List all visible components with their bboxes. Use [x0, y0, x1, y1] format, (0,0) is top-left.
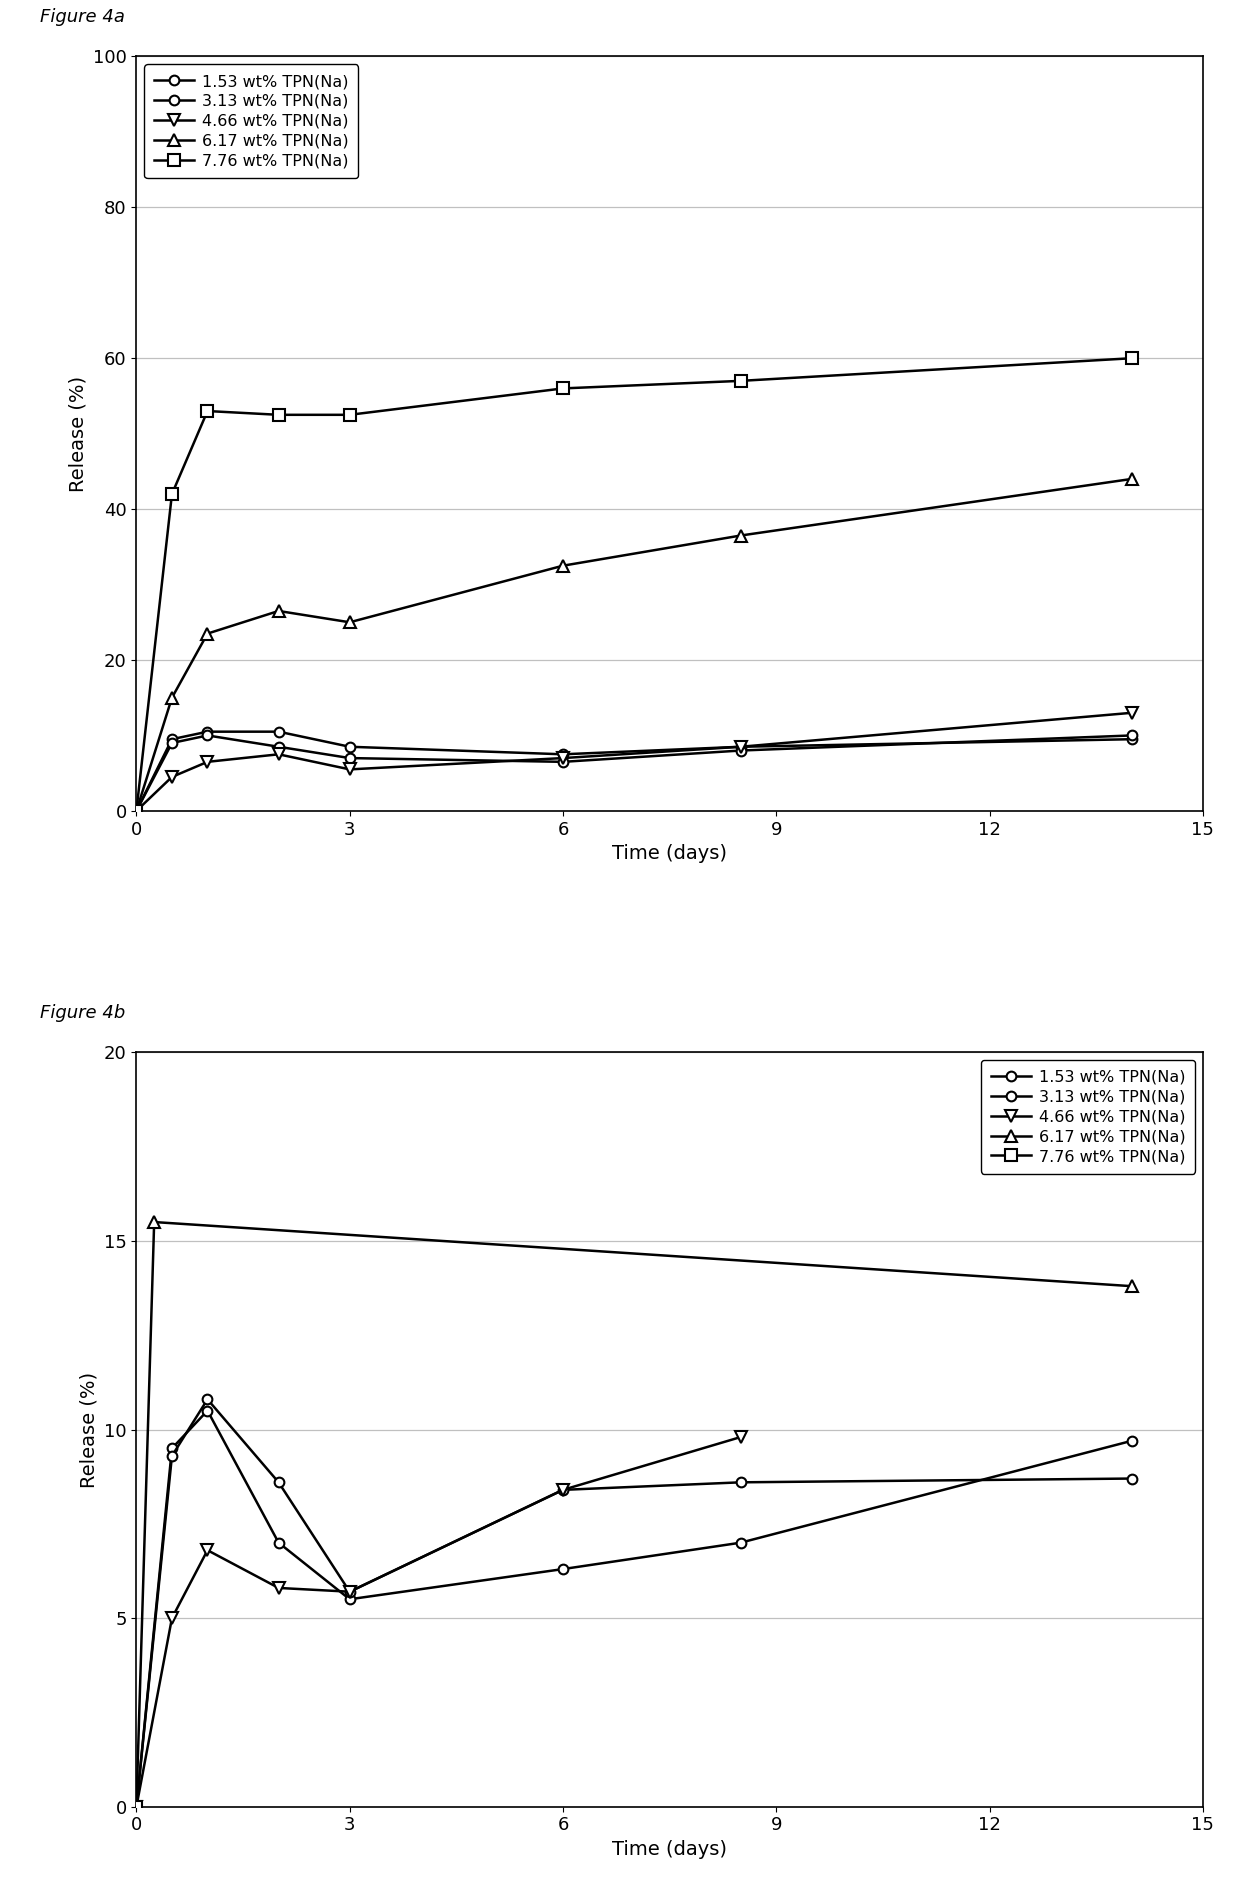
3.13 wt% TPN(Na) [129, 1795, 144, 1818]
7.76 wt% TPN(Na) [556, 376, 570, 399]
1.53 wt% TPN(Na) [200, 1400, 215, 1423]
3.13 wt% TPN(Na) [200, 1389, 215, 1412]
3.13 wt% TPN(Na) [556, 751, 570, 774]
4.66 wt% TPN(Na) [733, 736, 748, 758]
6.17 wt% TPN(Na) [733, 525, 748, 548]
Line: 4.66 wt% TPN(Na): 4.66 wt% TPN(Na) [131, 708, 1137, 817]
4.66 wt% TPN(Na) [342, 1581, 357, 1603]
Y-axis label: Release (%): Release (%) [68, 376, 87, 491]
4.66 wt% TPN(Na) [556, 1479, 570, 1502]
X-axis label: Time (days): Time (days) [613, 1841, 727, 1859]
1.53 wt% TPN(Na) [733, 736, 748, 758]
6.17 wt% TPN(Na) [272, 600, 286, 623]
7.76 wt% TPN(Na) [165, 484, 180, 506]
4.66 wt% TPN(Na) [272, 1577, 286, 1600]
3.13 wt% TPN(Na) [272, 1472, 286, 1494]
Text: Figure 4a: Figure 4a [41, 8, 125, 26]
4.66 wt% TPN(Na) [200, 751, 215, 774]
7.76 wt% TPN(Na) [342, 403, 357, 425]
1.53 wt% TPN(Na) [200, 721, 215, 743]
6.17 wt% TPN(Na) [1125, 1274, 1140, 1297]
4.66 wt% TPN(Na) [165, 766, 180, 789]
3.13 wt% TPN(Na) [200, 725, 215, 747]
4.66 wt% TPN(Na) [129, 1795, 144, 1818]
3.13 wt% TPN(Na) [556, 1479, 570, 1502]
Legend: 1.53 wt% TPN(Na), 3.13 wt% TPN(Na), 4.66 wt% TPN(Na), 6.17 wt% TPN(Na), 7.76 wt%: 1.53 wt% TPN(Na), 3.13 wt% TPN(Na), 4.66… [981, 1060, 1195, 1174]
7.76 wt% TPN(Na) [733, 369, 748, 391]
1.53 wt% TPN(Na) [272, 721, 286, 743]
6.17 wt% TPN(Na) [1125, 467, 1140, 489]
3.13 wt% TPN(Na) [272, 736, 286, 758]
Text: Figure 4b: Figure 4b [41, 1005, 125, 1022]
6.17 wt% TPN(Na) [165, 687, 180, 710]
Line: 3.13 wt% TPN(Na): 3.13 wt% TPN(Na) [131, 730, 1137, 815]
4.66 wt% TPN(Na) [129, 800, 144, 822]
7.76 wt% TPN(Na) [200, 399, 215, 422]
3.13 wt% TPN(Na) [165, 732, 180, 755]
7.76 wt% TPN(Na) [272, 403, 286, 425]
1.53 wt% TPN(Na) [342, 1588, 357, 1611]
3.13 wt% TPN(Na) [342, 747, 357, 770]
6.17 wt% TPN(Na) [129, 1795, 144, 1818]
Y-axis label: Release (%): Release (%) [79, 1372, 98, 1487]
4.66 wt% TPN(Na) [733, 1427, 748, 1449]
4.66 wt% TPN(Na) [1125, 702, 1140, 725]
3.13 wt% TPN(Na) [342, 1581, 357, 1603]
1.53 wt% TPN(Na) [556, 1558, 570, 1581]
1.53 wt% TPN(Na) [1125, 728, 1140, 751]
1.53 wt% TPN(Na) [165, 728, 180, 751]
1.53 wt% TPN(Na) [129, 1795, 144, 1818]
4.66 wt% TPN(Na) [272, 743, 286, 766]
1.53 wt% TPN(Na) [165, 1438, 180, 1460]
3.13 wt% TPN(Na) [1125, 1468, 1140, 1491]
6.17 wt% TPN(Na) [146, 1210, 161, 1233]
1.53 wt% TPN(Na) [1125, 1430, 1140, 1453]
4.66 wt% TPN(Na) [165, 1607, 180, 1630]
Line: 1.53 wt% TPN(Na): 1.53 wt% TPN(Na) [131, 726, 1137, 815]
6.17 wt% TPN(Na) [129, 800, 144, 822]
7.76 wt% TPN(Na) [129, 800, 144, 822]
1.53 wt% TPN(Na) [272, 1532, 286, 1555]
3.13 wt% TPN(Na) [165, 1445, 180, 1468]
4.66 wt% TPN(Na) [200, 1539, 215, 1562]
7.76 wt% TPN(Na) [1125, 346, 1140, 369]
3.13 wt% TPN(Na) [733, 1472, 748, 1494]
1.53 wt% TPN(Na) [733, 1532, 748, 1555]
Line: 3.13 wt% TPN(Na): 3.13 wt% TPN(Na) [131, 1395, 1137, 1812]
6.17 wt% TPN(Na) [342, 612, 357, 634]
3.13 wt% TPN(Na) [1125, 725, 1140, 747]
6.17 wt% TPN(Na) [556, 555, 570, 578]
1.53 wt% TPN(Na) [556, 743, 570, 766]
Legend: 1.53 wt% TPN(Na), 3.13 wt% TPN(Na), 4.66 wt% TPN(Na), 6.17 wt% TPN(Na), 7.76 wt%: 1.53 wt% TPN(Na), 3.13 wt% TPN(Na), 4.66… [144, 64, 358, 177]
3.13 wt% TPN(Na) [733, 740, 748, 762]
1.53 wt% TPN(Na) [342, 736, 357, 758]
4.66 wt% TPN(Na) [342, 758, 357, 781]
Line: 6.17 wt% TPN(Na): 6.17 wt% TPN(Na) [131, 1216, 1137, 1812]
1.53 wt% TPN(Na) [129, 800, 144, 822]
Line: 1.53 wt% TPN(Na): 1.53 wt% TPN(Na) [131, 1406, 1137, 1812]
Line: 7.76 wt% TPN(Na): 7.76 wt% TPN(Na) [131, 352, 1137, 817]
Line: 6.17 wt% TPN(Na): 6.17 wt% TPN(Na) [131, 474, 1137, 817]
6.17 wt% TPN(Na) [200, 623, 215, 646]
X-axis label: Time (days): Time (days) [613, 845, 727, 864]
3.13 wt% TPN(Na) [129, 800, 144, 822]
4.66 wt% TPN(Na) [556, 747, 570, 770]
Line: 4.66 wt% TPN(Na): 4.66 wt% TPN(Na) [131, 1432, 746, 1812]
